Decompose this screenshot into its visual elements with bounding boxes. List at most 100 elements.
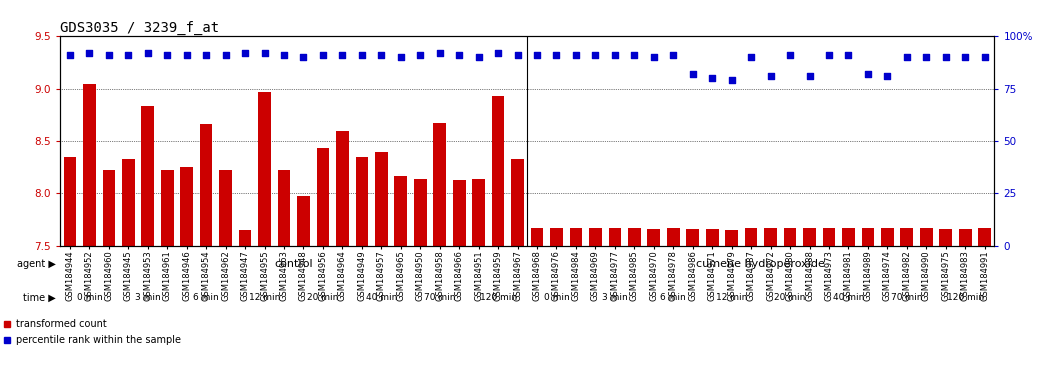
Text: agent ▶: agent ▶ [17,259,55,269]
Bar [278,170,291,246]
Point [626,52,643,58]
Point [432,50,448,56]
Bar [375,152,387,246]
Bar [686,229,699,246]
Point [217,52,234,58]
Bar [706,229,718,246]
Text: 12 min: 12 min [249,293,280,302]
Bar [881,228,894,246]
Bar [122,159,135,246]
Bar [356,157,368,246]
Point [840,52,856,58]
Text: cumene hydroperoxide: cumene hydroperoxide [696,259,825,269]
Text: 70 min: 70 min [891,293,923,302]
Bar [492,96,504,246]
Bar [628,228,640,246]
Bar [862,228,874,246]
Point [159,52,175,58]
Point [977,55,993,61]
Text: 12 min: 12 min [716,293,747,302]
Bar [726,230,738,246]
Point [470,55,487,61]
Text: 3 min: 3 min [135,293,161,302]
Point [450,52,467,58]
Bar [764,228,776,246]
Text: 6 min: 6 min [193,293,219,302]
Point [762,73,778,79]
Point [899,55,916,61]
Text: 3 min: 3 min [602,293,628,302]
Point [276,52,293,58]
Bar [784,228,796,246]
Text: transformed count: transformed count [17,319,107,329]
Point [743,55,760,61]
Bar [103,170,115,246]
Text: 6 min: 6 min [660,293,686,302]
Bar [959,228,972,246]
Point [606,52,623,58]
Point [61,52,78,58]
Point [81,50,98,56]
Bar [258,92,271,246]
Point [588,52,604,58]
Bar [434,123,446,246]
Point [782,52,798,58]
Bar [979,228,991,246]
Bar [939,229,952,246]
Point [723,77,740,83]
Point [295,55,311,61]
Text: GDS3035 / 3239_f_at: GDS3035 / 3239_f_at [60,22,219,35]
Text: 20 min: 20 min [774,293,805,302]
Bar [297,195,309,246]
Bar [608,228,621,246]
Bar [141,106,154,246]
Bar [181,167,193,246]
Point [139,50,156,56]
Point [801,73,818,79]
Point [548,52,565,58]
Point [879,73,896,79]
Point [198,52,215,58]
Bar [530,228,543,246]
Text: 70 min: 70 min [424,293,456,302]
Point [568,52,584,58]
Point [528,52,545,58]
Bar [842,228,854,246]
Bar [512,159,524,246]
Bar [745,228,758,246]
Text: 20 min: 20 min [307,293,338,302]
Bar [239,230,251,246]
Bar [920,228,932,246]
Bar [394,175,407,246]
Bar [200,124,213,246]
Text: 120 min: 120 min [947,293,984,302]
Bar [63,157,76,246]
Point [704,75,720,81]
Point [315,52,331,58]
Text: 40 min: 40 min [832,293,864,302]
Point [392,55,409,61]
Text: 0 min: 0 min [544,293,570,302]
Bar [823,228,836,246]
Point [334,52,351,58]
Bar [219,170,231,246]
Bar [590,228,602,246]
Point [237,50,253,56]
Point [510,52,526,58]
Text: control: control [274,259,313,269]
Bar [83,84,95,246]
Bar [472,179,485,246]
Point [354,52,371,58]
Text: 0 min: 0 min [77,293,103,302]
Point [490,50,507,56]
Point [918,55,934,61]
Bar [901,228,913,246]
Point [821,52,838,58]
Point [373,52,389,58]
Point [665,52,682,58]
Point [120,52,137,58]
Point [646,55,662,61]
Point [684,71,701,77]
Bar [161,170,173,246]
Point [179,52,195,58]
